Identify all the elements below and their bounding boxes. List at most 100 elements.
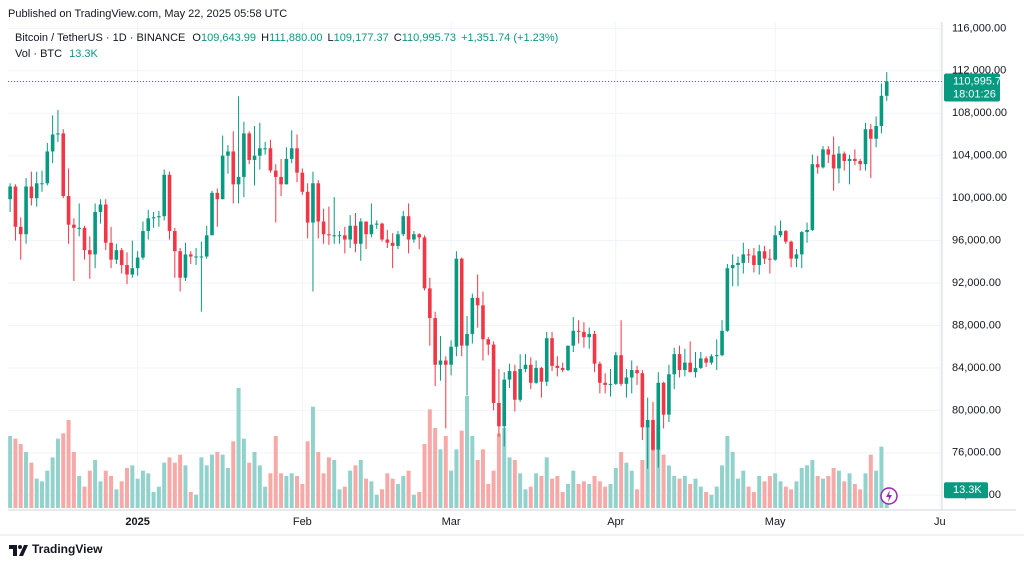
candle-body [454, 258, 459, 347]
volume-bar [502, 428, 507, 508]
candle-body [374, 223, 379, 225]
candle-body [247, 133, 252, 160]
volume-bar [550, 478, 555, 508]
candle-body [72, 224, 76, 228]
volume-bar [831, 468, 836, 508]
volume-bar [868, 454, 873, 508]
volume-bar [528, 486, 533, 508]
candle-body [592, 333, 597, 364]
candle-body [762, 251, 767, 259]
volume-bar [587, 484, 592, 508]
volume-bar [449, 470, 454, 508]
candle-body [513, 371, 517, 400]
volume-legend-label: Vol · BTC [15, 48, 62, 60]
volume-bar [247, 462, 252, 508]
volume-bar [66, 420, 71, 508]
volume-bar [422, 444, 427, 508]
last-price-tag [944, 73, 1000, 102]
volume-bar [279, 473, 284, 508]
candle-body [130, 268, 135, 275]
volume-bar [465, 396, 470, 508]
volume-bar [799, 468, 804, 508]
candle-body [417, 234, 422, 238]
volume-bar [459, 430, 464, 508]
volume-bar [337, 489, 342, 508]
volume-bar [220, 454, 225, 508]
volume-bar [858, 489, 863, 508]
candle-body [167, 174, 172, 232]
volume-bar [486, 484, 491, 508]
volume-bar [321, 473, 326, 508]
volume-bar [709, 494, 714, 508]
volume-bar [61, 433, 66, 508]
volume-bar [268, 473, 273, 508]
volume-bar [406, 470, 411, 508]
y-tick-label: 108,000.00 [952, 107, 1007, 119]
candle-body [242, 133, 246, 177]
volume-bar [140, 470, 145, 508]
volume-bar [395, 484, 400, 508]
volume-bar [741, 470, 746, 508]
candle-body [220, 155, 225, 200]
candle-body [215, 192, 220, 200]
candle-body [640, 373, 645, 428]
candle-body [725, 268, 730, 331]
volume-bar [18, 444, 23, 508]
candle-body [353, 225, 358, 244]
candle-body [236, 176, 241, 185]
volume-bar [358, 460, 363, 508]
candle-body [449, 346, 453, 365]
volume-legend-value: 13.3K [69, 48, 98, 60]
volume-bar [661, 454, 666, 508]
volume-bar [188, 492, 193, 508]
y-tick-label: 88,000.00 [952, 319, 1001, 331]
candle-body [863, 129, 868, 165]
candle-body [13, 186, 18, 227]
candle-body [523, 364, 528, 369]
candle-body [390, 242, 395, 246]
volume-bar [810, 460, 815, 508]
candles [8, 72, 889, 469]
candle-body [135, 257, 140, 269]
candle-body [768, 258, 772, 260]
volume-bar [231, 441, 236, 508]
candle-body [45, 151, 50, 184]
candle-body [210, 192, 214, 236]
candle-body [815, 164, 820, 168]
volume-bar [13, 438, 18, 508]
volume-bar [624, 462, 629, 508]
volume-bar [688, 484, 693, 508]
volume-legend: Vol · BTC 13.3K [15, 48, 99, 60]
legend-change: +1,351.74 (+1.23%) [461, 32, 558, 44]
candle-body [645, 419, 650, 428]
volume-bar [55, 438, 60, 508]
volume-bar [236, 388, 241, 508]
footer-logo: TradingView [9, 542, 103, 556]
x-tick-label: Apr [607, 516, 624, 528]
candle-body [667, 374, 671, 415]
legend-h-value: 111,880.00 [269, 32, 322, 44]
volume-bar [119, 481, 124, 508]
volume-bar [289, 473, 294, 508]
volume-bar [581, 481, 586, 508]
volume-bar [491, 470, 496, 508]
volume-bar [305, 441, 310, 508]
volume-bar [40, 481, 45, 508]
volume-bar [534, 473, 539, 508]
candle-body [624, 377, 629, 384]
logo-mark [9, 545, 17, 556]
candle-body [284, 158, 289, 185]
candle-body [757, 251, 762, 265]
legend-h: H [261, 32, 269, 44]
candle-body [821, 149, 825, 168]
volume-bar [241, 438, 246, 508]
candle-body [741, 254, 746, 263]
candle-body [555, 365, 560, 368]
volume-bar [874, 470, 879, 508]
volume-bar [178, 454, 183, 508]
volume-bar [571, 470, 576, 508]
volume-bar [613, 468, 618, 508]
y-tick-label: 76,000.00 [952, 447, 1001, 459]
